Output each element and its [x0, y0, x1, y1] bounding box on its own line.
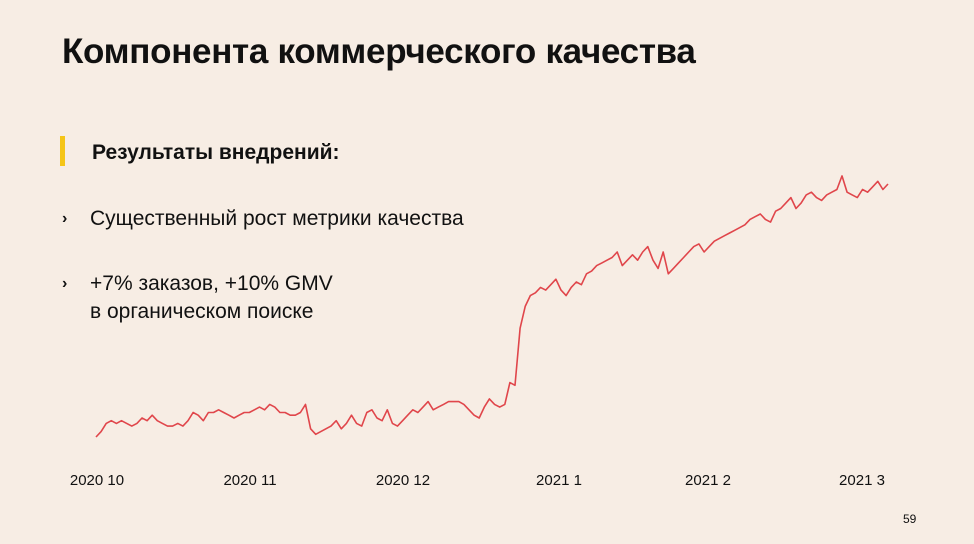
x-tick-label: 2020 10: [70, 472, 124, 489]
x-tick-label: 2021 1: [536, 472, 582, 489]
slide-title: Компонента коммерческого качества: [62, 32, 696, 71]
section-heading: Результаты внедрений:: [92, 141, 340, 164]
page-number: 59: [903, 512, 917, 526]
bullet-text: +7% заказов, +10% GMV в органическом пои…: [90, 270, 333, 326]
accent-bar: [60, 136, 65, 166]
x-tick-label: 2021 2: [685, 472, 731, 489]
bullet-text-line: +7% заказов, +10% GMV: [90, 272, 333, 295]
series-line: [95, 175, 889, 438]
bullet-text: Существенный рост метрики качества: [90, 207, 464, 230]
chevron-right-icon: ›: [62, 275, 68, 292]
chevron-right-icon: ›: [62, 210, 68, 227]
x-tick-label: 2020 12: [376, 472, 430, 489]
bullet-text-line: в органическом поиске: [90, 300, 314, 323]
x-tick-label: 2020 11: [223, 472, 276, 489]
x-tick-label: 2021 3: [839, 472, 885, 489]
